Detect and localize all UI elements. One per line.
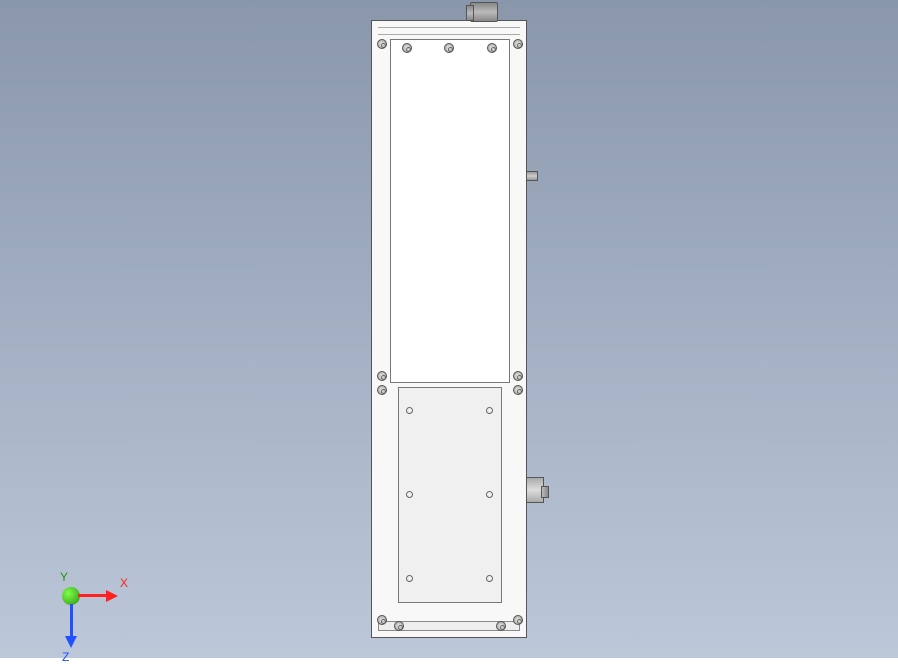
screw-hole bbox=[513, 385, 523, 395]
model-main-body bbox=[371, 20, 527, 638]
top-elbow-fitting bbox=[470, 2, 498, 22]
screw-hole bbox=[444, 43, 454, 53]
screw-hole bbox=[377, 615, 387, 625]
screw-hole bbox=[513, 615, 523, 625]
mounting-hole bbox=[486, 575, 493, 582]
mounting-hole bbox=[406, 491, 413, 498]
axis-z-line bbox=[70, 604, 73, 638]
inner-panel bbox=[390, 39, 510, 383]
screw-hole bbox=[377, 371, 387, 381]
screw-hole bbox=[377, 39, 387, 49]
screw-hole bbox=[496, 621, 506, 631]
screw-hole bbox=[402, 43, 412, 53]
axis-z-arrow bbox=[65, 636, 77, 648]
axis-x-label: X bbox=[120, 576, 128, 590]
screw-hole bbox=[487, 43, 497, 53]
axis-z-label: Z bbox=[62, 650, 69, 664]
axis-x-arrow bbox=[106, 590, 118, 602]
screw-hole bbox=[394, 621, 404, 631]
mounting-hole bbox=[486, 407, 493, 414]
cad-viewport[interactable]: X Y Z bbox=[0, 0, 898, 658]
axis-y-label: Y bbox=[60, 570, 68, 584]
screw-hole bbox=[513, 371, 523, 381]
cad-model[interactable] bbox=[371, 20, 527, 638]
side-fitting-body bbox=[526, 477, 544, 503]
mounting-hole bbox=[486, 491, 493, 498]
screw-hole bbox=[513, 39, 523, 49]
mounting-hole bbox=[406, 575, 413, 582]
axis-triad[interactable]: X Y Z bbox=[62, 560, 122, 620]
top-edge-strip bbox=[378, 27, 520, 35]
side-knob bbox=[526, 171, 538, 181]
screw-hole bbox=[377, 385, 387, 395]
side-fitting bbox=[526, 477, 544, 503]
mounting-hole bbox=[406, 407, 413, 414]
